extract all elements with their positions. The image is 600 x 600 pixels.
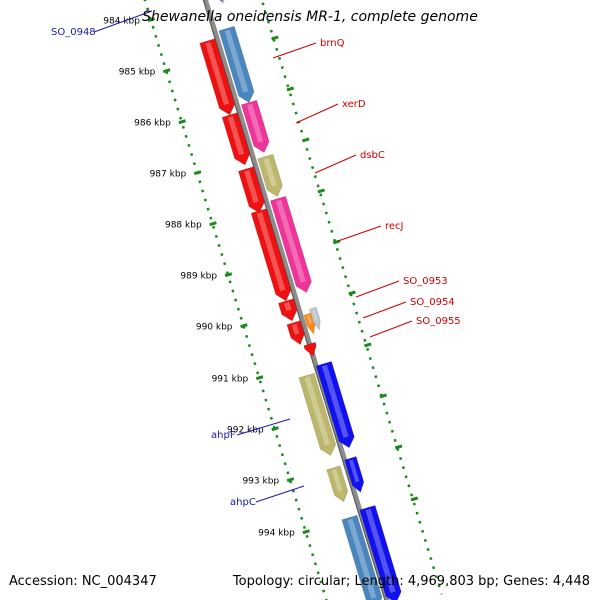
backbone-line <box>202 0 390 600</box>
gene-dsbc-red-highlight <box>244 170 259 204</box>
kbp-tick-mark <box>410 496 419 502</box>
gene-label: SO_0948 <box>51 27 96 38</box>
kbp-tick-mark <box>302 529 311 535</box>
gene-dsbc <box>257 153 283 197</box>
kbp-tick-label: 991 kbp <box>212 375 249 385</box>
kbp-tick-mark <box>271 426 279 432</box>
gene-xerd-red-highlight <box>227 116 245 156</box>
gene-brnq-red-highlight <box>205 42 230 106</box>
gene-so0955 <box>303 341 317 357</box>
kbp-tick-mark <box>379 393 388 399</box>
kbp-tick-mark <box>271 35 279 41</box>
kbp-tick-mark <box>348 290 356 296</box>
gene-recj-red-highlight <box>256 212 286 292</box>
kbp-tick-label: 992 kbp <box>227 426 264 436</box>
gene-recj-red <box>250 208 292 302</box>
kbp-tick-mark <box>240 323 248 329</box>
kbp-tick-mark <box>147 17 156 23</box>
kbp-tick-mark <box>317 188 325 194</box>
gene-so0948-grey <box>218 0 225 4</box>
gene-brnq-red <box>199 38 236 116</box>
gene-label: recJ <box>385 221 404 232</box>
gene-label-leader <box>362 301 407 319</box>
gene-labels: SO_0948 brnQ xerD dsbC recJ SO_0953 SO_0954 SO_… <box>51 10 461 508</box>
gene-ahpf-blue-highlight <box>321 364 349 438</box>
gene-bottom-steel <box>341 514 383 600</box>
gene-label: xerD <box>342 99 366 110</box>
gene-label-leader <box>337 225 382 242</box>
map-title: Shewanella oneidensis MR-1, complete gen… <box>142 9 478 25</box>
gene-label: ahpC <box>230 497 256 508</box>
kbp-tick-label: 990 kbp <box>196 323 233 333</box>
backbone-shade <box>202 0 386 600</box>
kbp-tick-label: 985 kbp <box>119 68 156 78</box>
kbp-tick-label: 988 kbp <box>165 221 202 231</box>
gene-label: SO_0954 <box>410 297 455 308</box>
gene-xerd <box>240 99 270 153</box>
gene-dsbc-red <box>238 166 265 214</box>
kbp-tick-mark <box>286 86 295 92</box>
gene-ahpc-blue <box>344 456 365 493</box>
gene-ahpc-blue-highlight <box>349 459 360 483</box>
genome-backbone <box>202 0 390 600</box>
topology-label: Topology: circular; Length: 4,969,803 bp… <box>232 574 590 589</box>
gene-so0953-highlight <box>284 302 292 312</box>
gene-so0954-orange-highlight <box>307 315 312 324</box>
kbp-tick-label: 987 kbp <box>150 170 187 180</box>
gene-xerd-red <box>221 112 251 166</box>
gene-ahpf-highlight <box>304 376 331 446</box>
kbp-tick-mark <box>209 221 217 227</box>
gene-brnq-highlight <box>224 29 249 93</box>
gene-bottom-steel-highlight <box>347 518 377 599</box>
gene-dsbc-highlight <box>263 157 277 187</box>
gene-so0954 <box>286 320 305 346</box>
kbp-tick-mark <box>255 375 264 381</box>
gene-bottom-blue-highlight <box>365 508 396 593</box>
gene-ahpf-blue <box>315 361 355 449</box>
kbp-tick-mark <box>162 68 171 74</box>
gene-label-leader <box>236 418 291 436</box>
gene-recj-highlight <box>276 199 306 283</box>
gene-recj <box>270 195 312 293</box>
gene-label: brnQ <box>320 38 345 49</box>
gene-bottom-blue <box>359 505 402 600</box>
gene-ahpc-highlight <box>331 469 343 492</box>
accession-label: Accession: NC_004347 <box>9 574 157 589</box>
gene-label-leader <box>295 103 339 124</box>
gene-label-leader <box>93 10 153 33</box>
gene-so0955-grey-highlight <box>312 309 318 320</box>
gene-label: SO_0953 <box>403 276 448 287</box>
kbp-tick-mark <box>301 137 310 143</box>
gene-label: SO_0955 <box>416 316 461 327</box>
kbp-tick-mark <box>224 272 233 278</box>
kbp-tick-mark <box>286 477 295 483</box>
gene-so0953 <box>278 298 298 322</box>
kbp-tick-label: 986 kbp <box>134 119 171 129</box>
kbp-tick-label: 989 kbp <box>180 272 217 282</box>
gene-features <box>199 0 402 600</box>
gene-xerd-highlight <box>247 103 264 143</box>
gene-label-leader <box>314 154 357 174</box>
kbp-tick-mark <box>193 170 202 176</box>
gene-brnq <box>218 25 255 103</box>
kbp-tick-mark <box>178 119 186 125</box>
gene-so0954-highlight <box>291 323 300 335</box>
gene-ahpc <box>326 465 349 503</box>
gene-label-leader <box>355 280 400 298</box>
gene-ahpf <box>298 372 337 456</box>
kbp-tick-mark <box>394 444 403 450</box>
gene-so0948 <box>220 0 223 3</box>
kbp-tick-mark <box>332 239 341 245</box>
gene-label: ahpF <box>211 430 236 441</box>
gene-label-leader <box>255 485 305 503</box>
gene-label-leader <box>369 320 413 338</box>
kbp-tick-mark <box>364 342 372 348</box>
kbp-tick-label: 993 kbp <box>242 477 279 487</box>
gene-so0955-grey <box>309 306 321 331</box>
kbp-tick-label: 994 kbp <box>258 529 295 539</box>
gene-label-leader <box>272 42 317 59</box>
gene-label: dsbC <box>360 150 385 161</box>
